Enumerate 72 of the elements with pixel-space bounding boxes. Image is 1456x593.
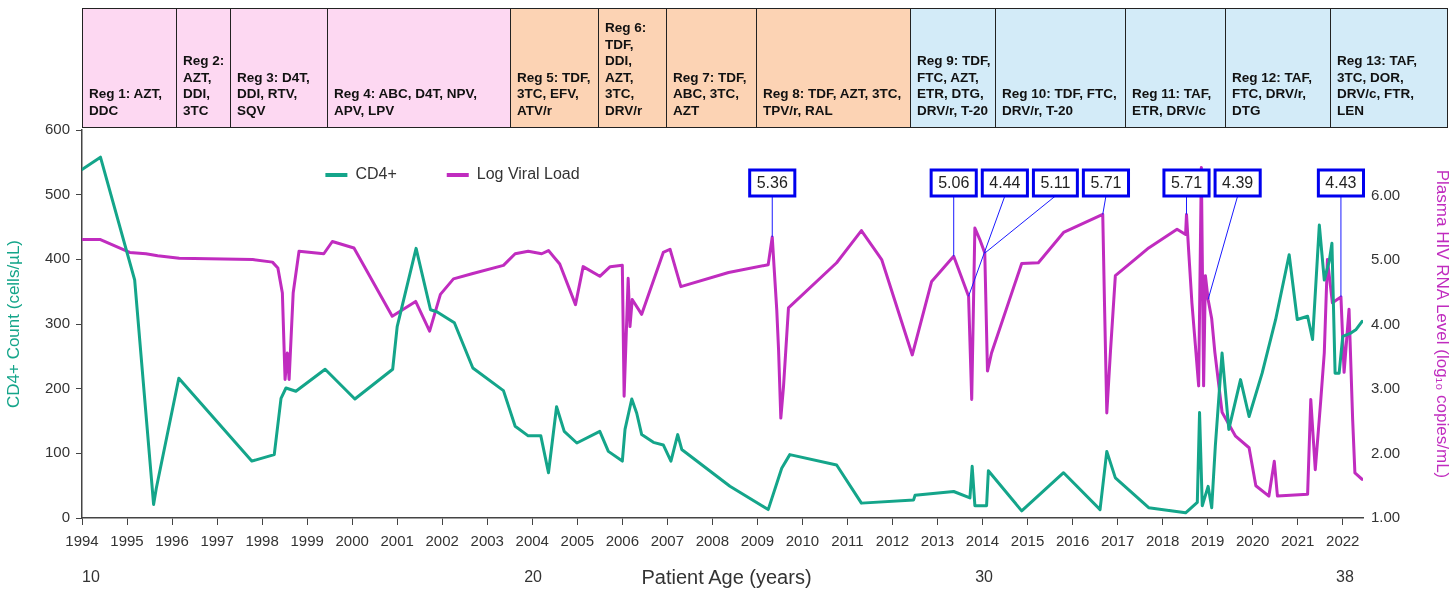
x-tick-label: 2014 (965, 532, 1000, 550)
x-tick-label: 2000 (335, 532, 369, 550)
annotation: 4.39 (1222, 174, 1254, 192)
annotation: 5.11 (1040, 174, 1071, 192)
text: Reg 5: TDF, 3TC, EFV, ATV/r (517, 69, 592, 119)
x-tick-label: 1996 (155, 532, 189, 550)
y2-tick-label: 6.00 (1371, 185, 1401, 203)
annotation: 5.71 (1090, 174, 1122, 192)
x-tick-label: 2013 (920, 532, 955, 550)
y2-tick-label: 5.00 (1371, 250, 1401, 268)
x-tick-label: 2020 (1236, 532, 1270, 550)
x-tick-label: 2007 (650, 532, 685, 550)
y2-tick-label: 1.00 (1371, 508, 1401, 526)
annotation: 4.43 (1325, 174, 1357, 192)
y-tick-label: 500 (44, 184, 70, 202)
text: Reg 2: AZT, DDI, 3TC (183, 53, 226, 119)
annotation: 5.36 (756, 174, 788, 192)
legend-label: Log Viral Load (476, 165, 580, 183)
x2-tick-label: 10 (82, 568, 100, 586)
text: Reg 1: AZT, DDC (89, 86, 163, 119)
x-tick-label: 2003 (470, 532, 504, 550)
x-tick-label: 2017 (1100, 532, 1135, 550)
y-axis-title: CD4+ Count (cells/µL) (3, 239, 23, 409)
y-tick-label: 200 (44, 378, 70, 396)
y2-axis-title: Plasma HIV RNA Level (log₁₀ copies/mL) (1433, 169, 1453, 479)
x-tick-label: 1994 (65, 532, 99, 550)
x-tick-label: 1999 (290, 532, 324, 550)
y2-tick-label: 3.00 (1371, 379, 1401, 397)
x-tick-label: 2008 (695, 532, 730, 550)
annotation: 5.71 (1170, 174, 1203, 192)
x-tick-label: 2001 (380, 532, 414, 550)
x-tick-label: 2021 (1281, 532, 1315, 550)
x-tick-label: 1998 (245, 532, 279, 550)
annotation: 4.44 (989, 174, 1021, 192)
x-tick-label: 1997 (200, 532, 234, 550)
y-tick-label: 100 (44, 443, 70, 461)
x-tick-label: 2011 (831, 532, 864, 550)
text: Reg 4: ABC, D4T, NPV, APV, LPV (334, 86, 479, 119)
x-tick-label: 2018 (1145, 532, 1180, 550)
x-tick-label: 2010 (785, 532, 820, 550)
y-tick-label: 400 (44, 249, 70, 267)
x-tick-label: 2005 (560, 532, 594, 550)
y2-tick-label: 2.00 (1371, 443, 1401, 461)
x2-axis-title: Patient Age (years) (641, 565, 812, 588)
x-tick-label: 2012 (875, 532, 910, 550)
x-tick-label: 2002 (425, 532, 459, 550)
y-tick-label: 0 (61, 508, 70, 526)
y-tick-label: 600 (44, 120, 70, 138)
text: Reg 6: TDF, DDI, AZT, 3TC, DRV/r (605, 20, 648, 119)
y-tick-label: 300 (44, 314, 70, 332)
x-tick-label: 2009 (740, 532, 775, 550)
legend-label: CD4+ (355, 165, 397, 183)
text: Reg 7: TDF, ABC, 3TC, AZT (673, 69, 748, 119)
text: Reg 10: TDF, FTC, DRV/r, T-20 (1002, 86, 1118, 119)
x-tick-label: 1995 (110, 532, 144, 550)
text: Reg 3: D4T, DDI, RTV, SQV (237, 69, 311, 119)
text: Reg 8: TDF, AZT, 3TC, TPV/r, RAL (763, 86, 903, 119)
x-tick-label: 2022 (1326, 532, 1360, 550)
text: Reg 9: TDF, FTC, AZT, ETR, DTG, DRV/r, T-20 (917, 53, 991, 119)
text: Reg 12: TAF, FTC, DRV/r, DTG (1232, 69, 1313, 119)
x-tick-label: 2015 (1010, 532, 1045, 550)
y2-tick-label: 4.00 (1371, 314, 1401, 332)
text: Reg 11: TAF, ETR, DRV/c (1132, 86, 1213, 119)
x2-tick-label: 30 (975, 568, 994, 586)
x2-tick-label: 38 (1336, 568, 1354, 586)
x-tick-label: 2004 (515, 532, 549, 550)
x2-tick-label: 20 (524, 568, 543, 586)
x-tick-label: 2016 (1055, 532, 1090, 550)
x-tick-label: 2006 (605, 532, 639, 550)
text: Reg 13: TAF, 3TC, DOR, DRV/c, FTR, LEN (1337, 53, 1418, 119)
annotation: 5.06 (938, 174, 970, 192)
x-tick-label: 2019 (1190, 532, 1225, 550)
